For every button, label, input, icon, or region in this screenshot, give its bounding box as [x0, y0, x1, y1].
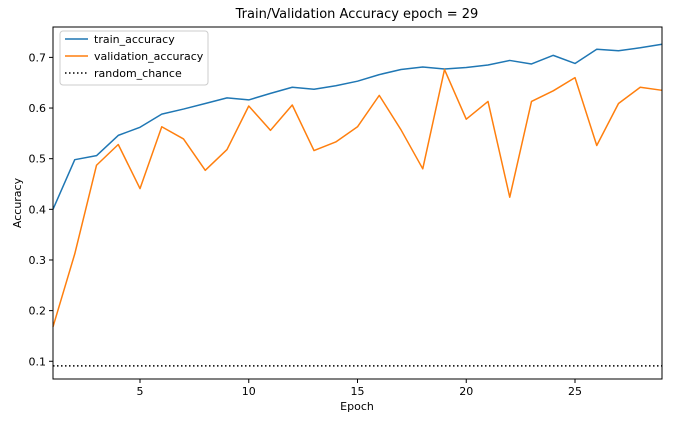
x-axis-title: Epoch	[340, 400, 374, 413]
x-tick-label: 10	[242, 385, 256, 398]
legend-label: random_chance	[94, 67, 182, 80]
x-tick-label: 20	[459, 385, 473, 398]
series-train-accuracy	[52, 43, 663, 210]
y-tick-label: 0.5	[29, 153, 47, 166]
y-axis-title: Accuracy	[11, 177, 24, 228]
x-axis: 5 10 15 20 25	[137, 379, 582, 398]
y-axis: 0.1 0.2 0.3 0.4 0.5 0.6 0.7	[29, 51, 53, 368]
legend-box	[59, 30, 209, 86]
y-tick-label: 0.6	[29, 102, 47, 115]
x-tick-label: 5	[137, 385, 144, 398]
y-tick-label: 0.2	[29, 305, 47, 318]
series-validation-accuracy	[52, 68, 663, 328]
x-tick-label: 15	[351, 385, 365, 398]
y-tick-label: 0.1	[29, 355, 47, 368]
y-tick-label: 0.3	[29, 254, 47, 267]
legend-label: validation_accuracy	[94, 50, 204, 63]
legend: train_accuracy validation_accuracy random_…	[59, 30, 209, 86]
y-tick-label: 0.7	[29, 51, 47, 64]
chart-title: Train/Validation Accuracy epoch = 29	[235, 7, 479, 22]
legend-label: train_accuracy	[94, 33, 175, 46]
y-tick-label: 0.4	[29, 203, 47, 216]
x-tick-label: 25	[568, 385, 582, 398]
series-layer	[52, 43, 663, 367]
